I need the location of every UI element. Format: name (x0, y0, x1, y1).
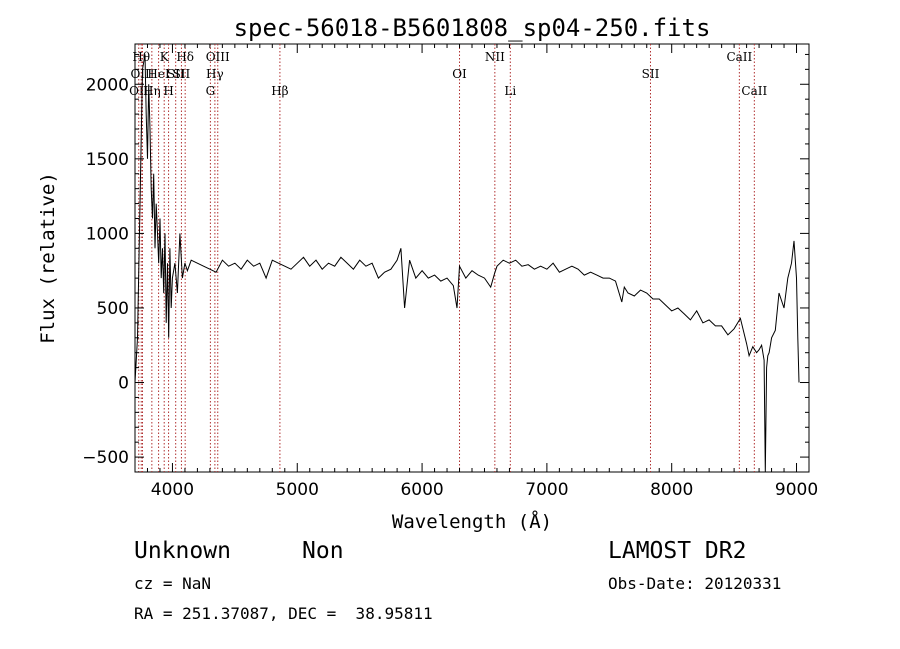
y-tick-label-0: −500 (82, 448, 129, 468)
line-label-17: SII (642, 67, 660, 81)
x-tick-label-0: 4000 (151, 480, 194, 500)
line-label-3: Hη (143, 84, 161, 98)
line-label-11: Hγ (206, 67, 224, 81)
x-tick-label-3: 7000 (525, 480, 568, 500)
line-label-16: Li (504, 84, 516, 98)
plot-frame (134, 43, 810, 473)
line-label-7: SII (167, 67, 185, 81)
survey-name: LAMOST DR2 (608, 538, 747, 564)
line-label-13: Hβ (271, 84, 288, 98)
line-label-1: Hθ (132, 50, 150, 64)
series-0-line (134, 54, 800, 473)
y-tick-label-1: 0 (118, 374, 129, 394)
object-class: Non (302, 538, 344, 564)
y-tick-label-5: 2000 (86, 75, 129, 95)
line-label-9: Hδ (176, 50, 194, 64)
line-label-14: OI (452, 67, 467, 81)
line-label-6: H (163, 84, 173, 98)
chart-title: spec-56018-B5601808_sp04-250.fits (234, 14, 711, 42)
line-label-18: CaII (726, 50, 752, 64)
x-tick-label-4: 8000 (650, 480, 693, 500)
line-label-12: OIII (206, 50, 230, 64)
y-tick-label-2: 500 (97, 299, 129, 319)
obs-date: Obs-Date: 20120331 (608, 574, 782, 593)
coordinates: RA = 251.37087, DEC = 38.95811 (134, 604, 433, 623)
line-label-4: HeI (147, 67, 170, 81)
y-tick-label-4: 1500 (86, 150, 129, 170)
object-type: Unknown (134, 538, 231, 564)
line-label-8: SII (173, 67, 191, 81)
x-tick-label-2: 6000 (400, 480, 443, 500)
line-label-19: CaII (741, 84, 767, 98)
line-label-0: OII (129, 84, 149, 98)
x-tick-label-1: 5000 (276, 480, 319, 500)
spectral-line-markers: OIIHθOIIIHηHeIKHSIISIIHδGHγOIIIHβOINIILi… (129, 44, 767, 472)
x-axis-label: Wavelength (Å) (392, 510, 552, 533)
line-label-5: K (160, 50, 170, 64)
spectrum-series (134, 54, 800, 473)
y-tick-label-3: 1000 (86, 224, 129, 244)
line-label-15: NII (485, 50, 505, 64)
axis-ticks: 4000 5000 6000 7000 8000 9000 −500 0 500 1000 1500… (82, 44, 818, 500)
x-tick-label-5: 9000 (775, 480, 818, 500)
y-axis-label: Flux (relative) (37, 172, 59, 344)
redshift-text: cz = NaN (134, 574, 212, 593)
line-label-10: G (206, 84, 216, 98)
